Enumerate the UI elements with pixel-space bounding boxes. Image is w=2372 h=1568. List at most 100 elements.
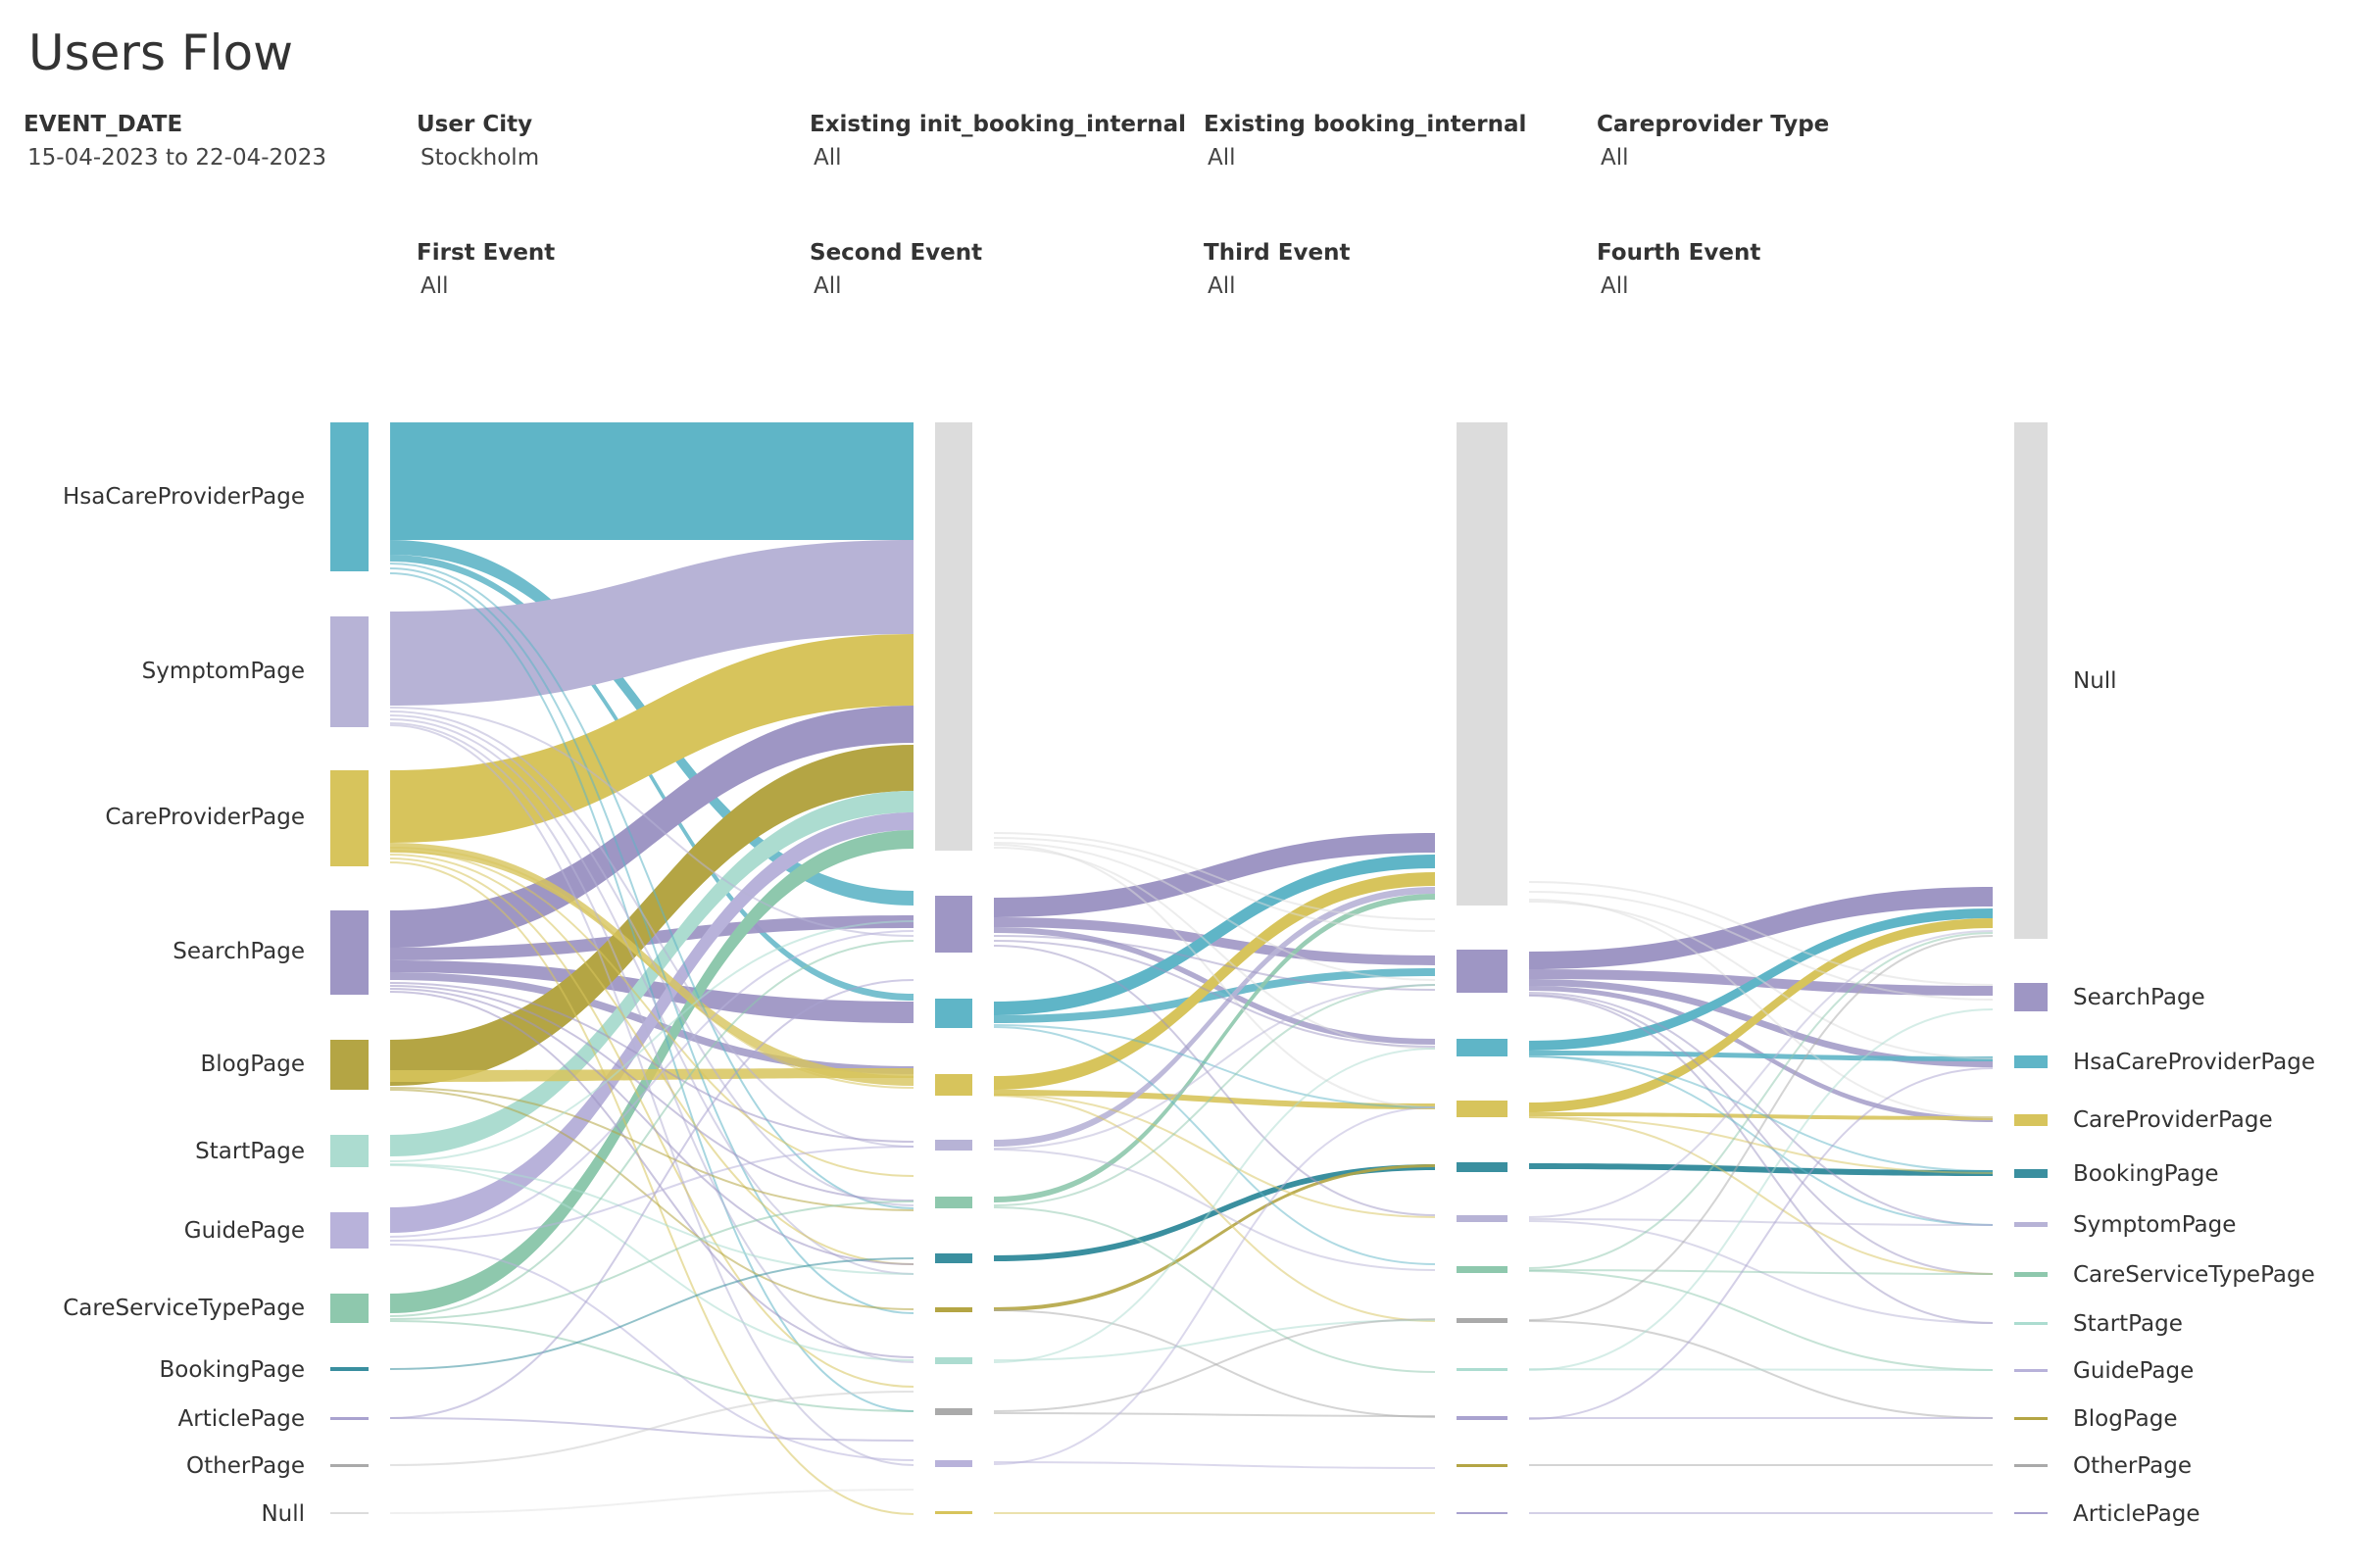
filter-label: First Event <box>417 240 556 266</box>
label-stage1-care-provider-page: CareProviderPage <box>105 805 305 830</box>
link-s3-s4-thin-10 <box>1528 1116 1994 1174</box>
filter-label: Second Event <box>810 240 983 266</box>
link-s1-s2-thin-9 <box>389 847 914 1089</box>
link-s3-s4-thin-14 <box>1528 932 1994 1269</box>
link-s1-s2-thin-20 <box>389 920 914 1162</box>
link-s2-s3-thin-18 <box>993 1048 1436 1363</box>
legend-swatch-search-page <box>2014 983 2048 1011</box>
node-stage3-article-page <box>1457 1416 1507 1420</box>
node-stage1-article-page <box>330 1417 369 1420</box>
link-s2-s3-thin-12 <box>993 984 1436 1150</box>
link-s1-s2-thin-5 <box>389 714 914 1206</box>
link-s3-s4-thin-5 <box>1528 994 1994 1275</box>
link-s1-s2-thin-32 <box>389 1391 914 1466</box>
link-s1-s2-thin-3 <box>389 707 914 937</box>
node-stage3-article-page-2 <box>1457 1512 1507 1514</box>
link-s3-s4-thin-3 <box>1528 899 1994 1118</box>
link-blog-to-careprovider <box>390 1068 914 1082</box>
link-s3-s4-thin-6 <box>1528 995 1994 1324</box>
filter-value[interactable]: All <box>1601 273 1629 299</box>
filter-label: Fourth Event <box>1597 240 1761 266</box>
node-stage3-symptom-page <box>1457 1215 1507 1222</box>
filter-first-event[interactable]: First Event All <box>417 240 789 299</box>
node-stage2-null <box>935 422 972 851</box>
legend-swatch-hsa-care-provider-page <box>2014 1055 2048 1068</box>
link-s1-s2-thin-27 <box>389 1200 914 1320</box>
link-s1-s2-thin-8 <box>389 724 914 1466</box>
node-stage1-care-service-type-page <box>330 1294 369 1323</box>
legend-label-article-page: ArticlePage <box>2073 1501 2199 1527</box>
filter-fourth-event[interactable]: Fourth Event All <box>1597 240 1969 299</box>
legend-swatch-article-page <box>2014 1512 2048 1514</box>
node-stage1-hsa-care-provider-page <box>330 422 369 571</box>
link-s1-s2-thin-24 <box>389 1146 914 1242</box>
link-s1-s2-thin-1 <box>389 567 914 1314</box>
filter-event-date[interactable]: EVENT_DATE 15-04-2023 to 22-04-2023 <box>24 112 396 171</box>
node-stage2-guide-page <box>935 1460 972 1467</box>
link-s2-s3-thin-13 <box>993 1149 1436 1271</box>
legend-label-guide-page: GuidePage <box>2073 1358 2194 1384</box>
link-s1-s2-thin-13 <box>389 861 914 1515</box>
filter-user-city[interactable]: User City Stockholm <box>417 112 789 171</box>
link-s3-s4-thin-16 <box>1528 1270 1994 1371</box>
link-s1-s2-thin-21 <box>389 1163 914 1275</box>
filter-careprovider-type[interactable]: Careprovider Type All <box>1597 112 1969 171</box>
link-s1-s2-thin-22 <box>389 1164 914 1361</box>
link-s1-s2-thin-7 <box>389 722 914 1363</box>
filter-second-event[interactable]: Second Event All <box>810 240 1182 299</box>
filter-value[interactable]: All <box>1601 145 1629 171</box>
legend-swatch-guide-page <box>2014 1369 2048 1372</box>
legend-label-other-page: OtherPage <box>2073 1453 2192 1479</box>
node-stage1-care-provider-page <box>330 770 369 866</box>
link-s2-blog-to-booking <box>994 1164 1435 1311</box>
link-s3-hsa-to-hsa <box>1529 1051 1993 1061</box>
filter-value[interactable]: All <box>814 145 842 171</box>
legend-label-start-page: StartPage <box>2073 1311 2183 1337</box>
label-stage1-search-page: SearchPage <box>173 939 305 964</box>
link-hsa-to-hsa-2 <box>390 555 914 1001</box>
label-stage1-null: Null <box>261 1501 305 1527</box>
link-s3-s4-thin-4 <box>1528 992 1994 1226</box>
link-s1-s2-thin-2 <box>389 572 914 1412</box>
legend-swatch-start-page <box>2014 1322 2048 1325</box>
link-s1-s2-thin-29 <box>389 1257 914 1370</box>
node-stage3-hsa-care-provider-page <box>1457 1039 1507 1056</box>
node-stage3-search-page <box>1457 950 1507 993</box>
filter-value[interactable]: Stockholm <box>420 145 540 171</box>
node-stage1-symptom-page <box>330 616 369 727</box>
link-s2-s3-thin-0 <box>993 832 1436 920</box>
legend-swatch-symptom-page <box>2014 1222 2048 1227</box>
link-s3-s4-thin-0 <box>1528 881 1994 986</box>
filter-value[interactable]: All <box>420 273 449 299</box>
label-stage1-booking-page: BookingPage <box>160 1357 306 1383</box>
link-s1-s2-thin-16 <box>389 988 914 1265</box>
link-s3-s4-thin-2 <box>1528 901 1994 1059</box>
sankey-links <box>389 422 1994 1515</box>
filter-label: EVENT_DATE <box>24 112 183 137</box>
filter-existing-booking[interactable]: Existing booking_internal All <box>1204 112 1576 171</box>
filter-existing-init-booking[interactable]: Existing init_booking_internal All <box>810 112 1186 171</box>
node-stage2-blog-page <box>935 1307 972 1312</box>
link-s2-hsa-to-hsa <box>994 968 1435 1023</box>
node-stage1-null <box>330 1512 369 1514</box>
label-stage1-symptom-page: SymptomPage <box>142 659 305 684</box>
link-s3-search-to-hsa <box>1529 979 1993 1067</box>
node-stage2-other-page <box>935 1408 972 1415</box>
link-s2-s3-thin-22 <box>993 1106 1436 1465</box>
filter-third-event[interactable]: Third Event All <box>1204 240 1576 299</box>
link-s3-s4-thin-12 <box>1528 1218 1994 1226</box>
label-stage1-blog-page: BlogPage <box>200 1052 305 1077</box>
filter-value[interactable]: 15-04-2023 to 22-04-2023 <box>27 145 327 171</box>
filter-value[interactable]: All <box>1208 145 1236 171</box>
legend-label-booking-page: BookingPage <box>2073 1161 2219 1187</box>
link-s1-s2-thin-28 <box>389 1320 914 1412</box>
label-stage1-article-page: ArticlePage <box>178 1406 305 1432</box>
link-symptom-to-null <box>390 540 914 706</box>
link-s2-s3-thin-17 <box>993 1319 1436 1361</box>
link-s2-s3-thin-1 <box>993 837 1436 932</box>
filter-value[interactable]: All <box>814 273 842 299</box>
node-stage1-search-page <box>330 910 369 995</box>
filter-value[interactable]: All <box>1208 273 1236 299</box>
node-stage2-care-provider-page <box>935 1074 972 1096</box>
node-stage2-booking-page <box>935 1253 972 1263</box>
